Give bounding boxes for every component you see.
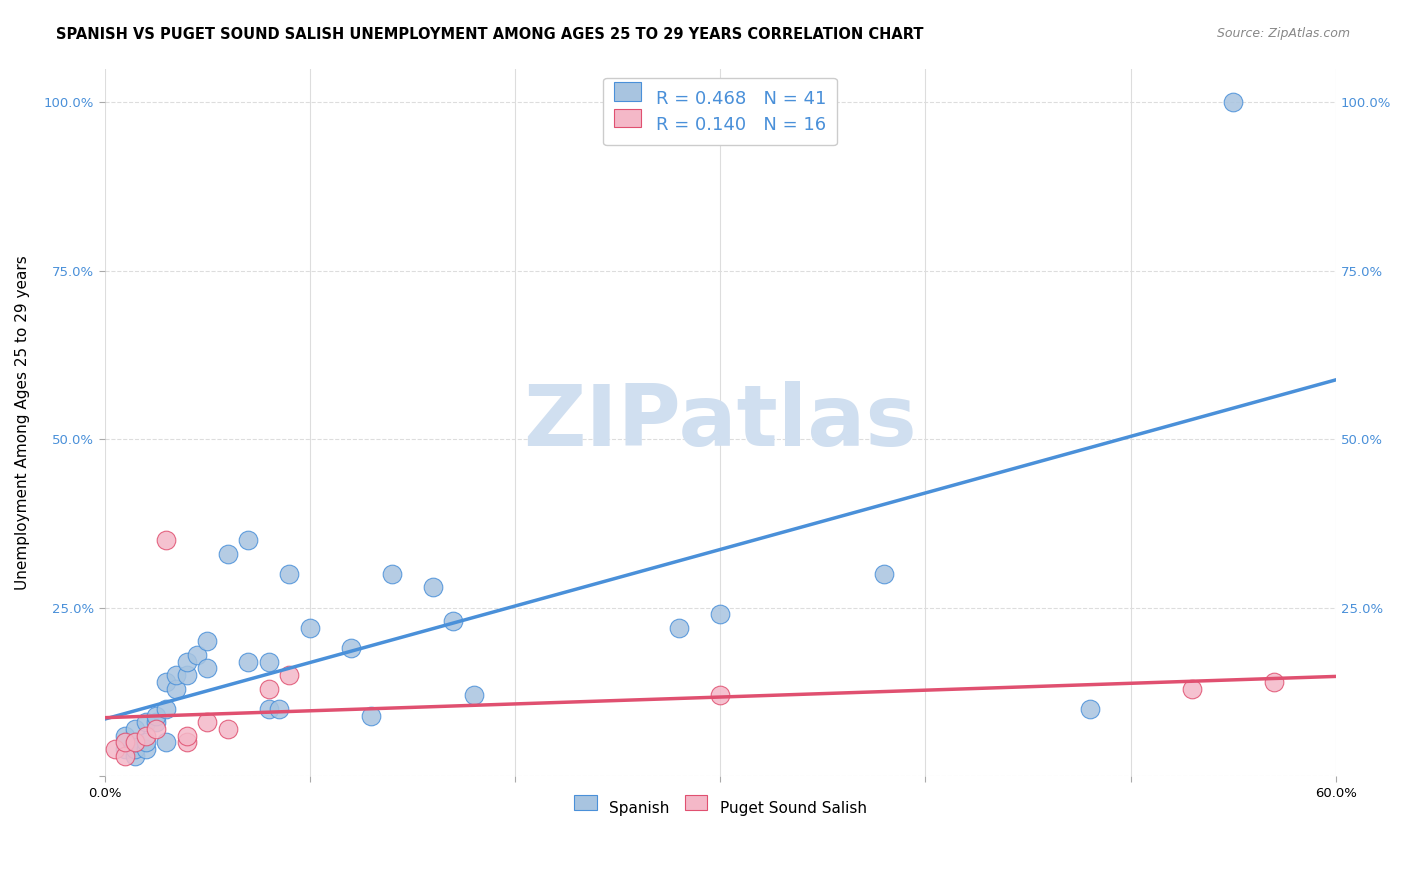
Point [166,681,188,696]
Point [104,742,127,756]
Point [267,702,290,716]
Point [381,566,404,581]
Point [124,735,146,749]
Point [135,715,157,730]
Point [463,688,485,702]
Y-axis label: Unemployment Among Ages 25 to 29 years: Unemployment Among Ages 25 to 29 years [15,255,30,590]
Point [155,674,177,689]
Point [257,702,280,716]
Point [195,715,218,730]
Point [257,655,280,669]
Point [166,668,188,682]
Point [278,566,301,581]
Point [340,641,363,656]
Point [145,715,167,730]
Point [135,742,157,756]
Point [1181,681,1204,696]
Point [709,607,731,622]
Point [124,742,146,756]
Point [238,533,260,548]
Legend: Spanish, Puget Sound Salish: Spanish, Puget Sound Salish [565,791,876,825]
Point [176,729,198,743]
Point [114,748,136,763]
Point [217,722,239,736]
Point [217,547,239,561]
Point [155,702,177,716]
Point [422,581,444,595]
Point [1222,95,1244,110]
Point [124,722,146,736]
Point [114,729,136,743]
Point [176,668,198,682]
Point [135,735,157,749]
Point [124,735,146,749]
Point [298,621,321,635]
Point [360,708,382,723]
Point [238,655,260,669]
Point [135,729,157,743]
Text: ZIPatlas: ZIPatlas [523,381,917,464]
Point [114,735,136,749]
Point [873,566,896,581]
Point [1078,702,1101,716]
Point [114,742,136,756]
Text: Source: ZipAtlas.com: Source: ZipAtlas.com [1216,27,1350,40]
Point [145,722,167,736]
Point [1263,674,1285,689]
Point [443,614,465,628]
Point [176,735,198,749]
Point [155,735,177,749]
Point [155,533,177,548]
Point [145,708,167,723]
Point [195,661,218,675]
Point [278,668,301,682]
Point [186,648,208,662]
Point [709,688,731,702]
Point [124,748,146,763]
Point [114,735,136,749]
Point [668,621,690,635]
Point [257,681,280,696]
Point [195,634,218,648]
Text: SPANISH VS PUGET SOUND SALISH UNEMPLOYMENT AMONG AGES 25 TO 29 YEARS CORRELATION: SPANISH VS PUGET SOUND SALISH UNEMPLOYME… [56,27,924,42]
Point [176,655,198,669]
